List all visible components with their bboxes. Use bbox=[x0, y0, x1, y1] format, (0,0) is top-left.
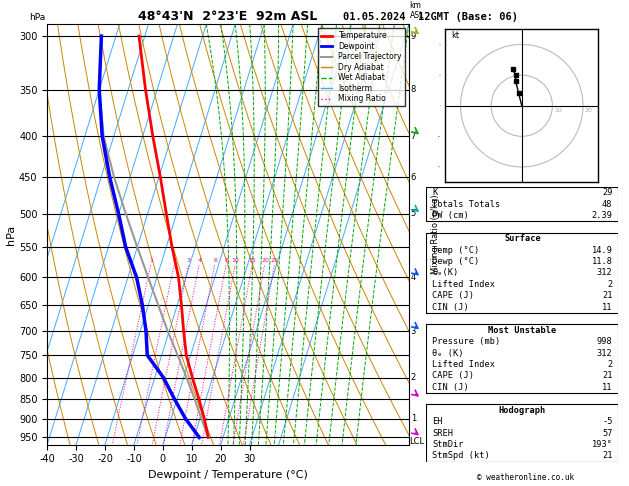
Text: 4: 4 bbox=[198, 258, 201, 262]
Text: 21: 21 bbox=[602, 451, 613, 460]
Text: Surface: Surface bbox=[504, 234, 541, 243]
Y-axis label: hPa: hPa bbox=[6, 225, 16, 244]
Text: 193°: 193° bbox=[591, 440, 613, 449]
Text: 21: 21 bbox=[602, 371, 613, 381]
Text: 14.9: 14.9 bbox=[591, 245, 613, 255]
Text: km
ASL: km ASL bbox=[409, 0, 424, 20]
Text: 29: 29 bbox=[602, 189, 613, 197]
Text: StmDir: StmDir bbox=[432, 440, 464, 449]
Text: θₑ(K): θₑ(K) bbox=[432, 268, 459, 278]
Text: 25: 25 bbox=[271, 258, 279, 262]
Text: Mixing Ratio (g/kg): Mixing Ratio (g/kg) bbox=[431, 195, 440, 274]
Text: SREH: SREH bbox=[432, 429, 454, 437]
Text: 8: 8 bbox=[411, 85, 416, 94]
Text: Most Unstable: Most Unstable bbox=[488, 326, 557, 335]
Text: θₑ (K): θₑ (K) bbox=[432, 348, 464, 358]
Text: PW (cm): PW (cm) bbox=[432, 211, 469, 220]
Text: Temp (°C): Temp (°C) bbox=[432, 245, 479, 255]
Text: 20: 20 bbox=[261, 258, 269, 262]
Text: LCL: LCL bbox=[409, 436, 425, 446]
Text: 6: 6 bbox=[411, 173, 416, 182]
Text: 8: 8 bbox=[225, 258, 228, 262]
Text: Dewp (°C): Dewp (°C) bbox=[432, 257, 479, 266]
Text: 11: 11 bbox=[602, 383, 613, 392]
Text: CIN (J): CIN (J) bbox=[432, 303, 469, 312]
Text: 5: 5 bbox=[411, 209, 416, 219]
Text: 4: 4 bbox=[411, 273, 416, 282]
Text: 3: 3 bbox=[187, 258, 191, 262]
Text: 2: 2 bbox=[172, 258, 177, 262]
X-axis label: Dewpoint / Temperature (°C): Dewpoint / Temperature (°C) bbox=[148, 470, 308, 480]
Text: 2: 2 bbox=[608, 360, 613, 369]
Text: -5: -5 bbox=[602, 417, 613, 426]
Text: 7: 7 bbox=[411, 132, 416, 141]
Text: 10: 10 bbox=[554, 108, 562, 113]
Text: © weatheronline.co.uk: © weatheronline.co.uk bbox=[477, 473, 574, 482]
Text: 2.39: 2.39 bbox=[591, 211, 613, 220]
Bar bbox=[426, 404, 618, 462]
Text: StmSpd (kt): StmSpd (kt) bbox=[432, 451, 490, 460]
Text: 57: 57 bbox=[602, 429, 613, 437]
Title: 48°43'N  2°23'E  92m ASL: 48°43'N 2°23'E 92m ASL bbox=[138, 10, 318, 23]
Text: Hodograph: Hodograph bbox=[499, 406, 546, 415]
Bar bbox=[426, 325, 618, 393]
Text: kt: kt bbox=[452, 31, 459, 40]
Text: 2: 2 bbox=[608, 280, 613, 289]
Text: Totals Totals: Totals Totals bbox=[432, 200, 501, 209]
Text: Pressure (mb): Pressure (mb) bbox=[432, 337, 501, 346]
Text: 21: 21 bbox=[602, 291, 613, 300]
Text: 312: 312 bbox=[597, 268, 613, 278]
Text: 998: 998 bbox=[597, 337, 613, 346]
Text: Lifted Index: Lifted Index bbox=[432, 280, 495, 289]
Text: 6: 6 bbox=[213, 258, 217, 262]
Text: 11.8: 11.8 bbox=[591, 257, 613, 266]
Text: EH: EH bbox=[432, 417, 443, 426]
Legend: Temperature, Dewpoint, Parcel Trajectory, Dry Adiabat, Wet Adiabat, Isotherm, Mi: Temperature, Dewpoint, Parcel Trajectory… bbox=[318, 28, 405, 106]
Text: 11: 11 bbox=[602, 303, 613, 312]
Text: 10: 10 bbox=[231, 258, 240, 262]
Text: 9: 9 bbox=[411, 32, 416, 41]
Text: 01.05.2024  12GMT (Base: 06): 01.05.2024 12GMT (Base: 06) bbox=[343, 12, 518, 22]
Text: 1: 1 bbox=[149, 258, 153, 262]
Text: K: K bbox=[432, 189, 437, 197]
Text: 312: 312 bbox=[597, 348, 613, 358]
Text: Lifted Index: Lifted Index bbox=[432, 360, 495, 369]
Text: 2: 2 bbox=[411, 373, 416, 382]
Text: 3: 3 bbox=[411, 327, 416, 336]
Text: 48: 48 bbox=[602, 200, 613, 209]
Bar bbox=[426, 233, 618, 313]
Text: 20: 20 bbox=[584, 108, 593, 113]
Bar bbox=[426, 187, 618, 222]
Text: hPa: hPa bbox=[29, 13, 45, 22]
Text: CAPE (J): CAPE (J) bbox=[432, 291, 474, 300]
Text: 15: 15 bbox=[248, 258, 257, 262]
Text: CIN (J): CIN (J) bbox=[432, 383, 469, 392]
Text: CAPE (J): CAPE (J) bbox=[432, 371, 474, 381]
Text: 1: 1 bbox=[411, 414, 416, 423]
